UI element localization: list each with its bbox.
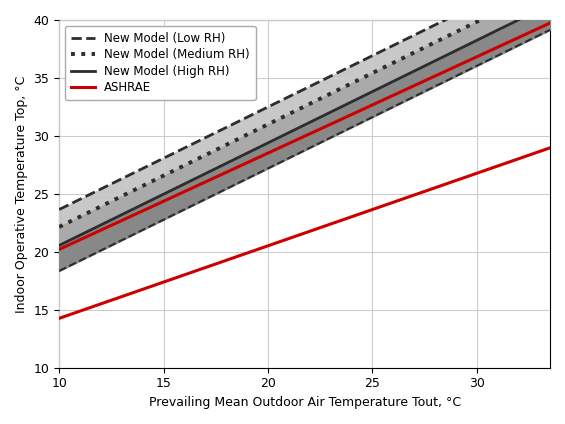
Legend: New Model (Low RH), New Model (Medium RH), New Model (High RH), ASHRAE: New Model (Low RH), New Model (Medium RH… [65,26,255,100]
X-axis label: Prevailing Mean Outdoor Air Temperature Tout, °C: Prevailing Mean Outdoor Air Temperature … [149,396,460,409]
Y-axis label: Indoor Operative Temperature Top, °C: Indoor Operative Temperature Top, °C [15,75,28,312]
